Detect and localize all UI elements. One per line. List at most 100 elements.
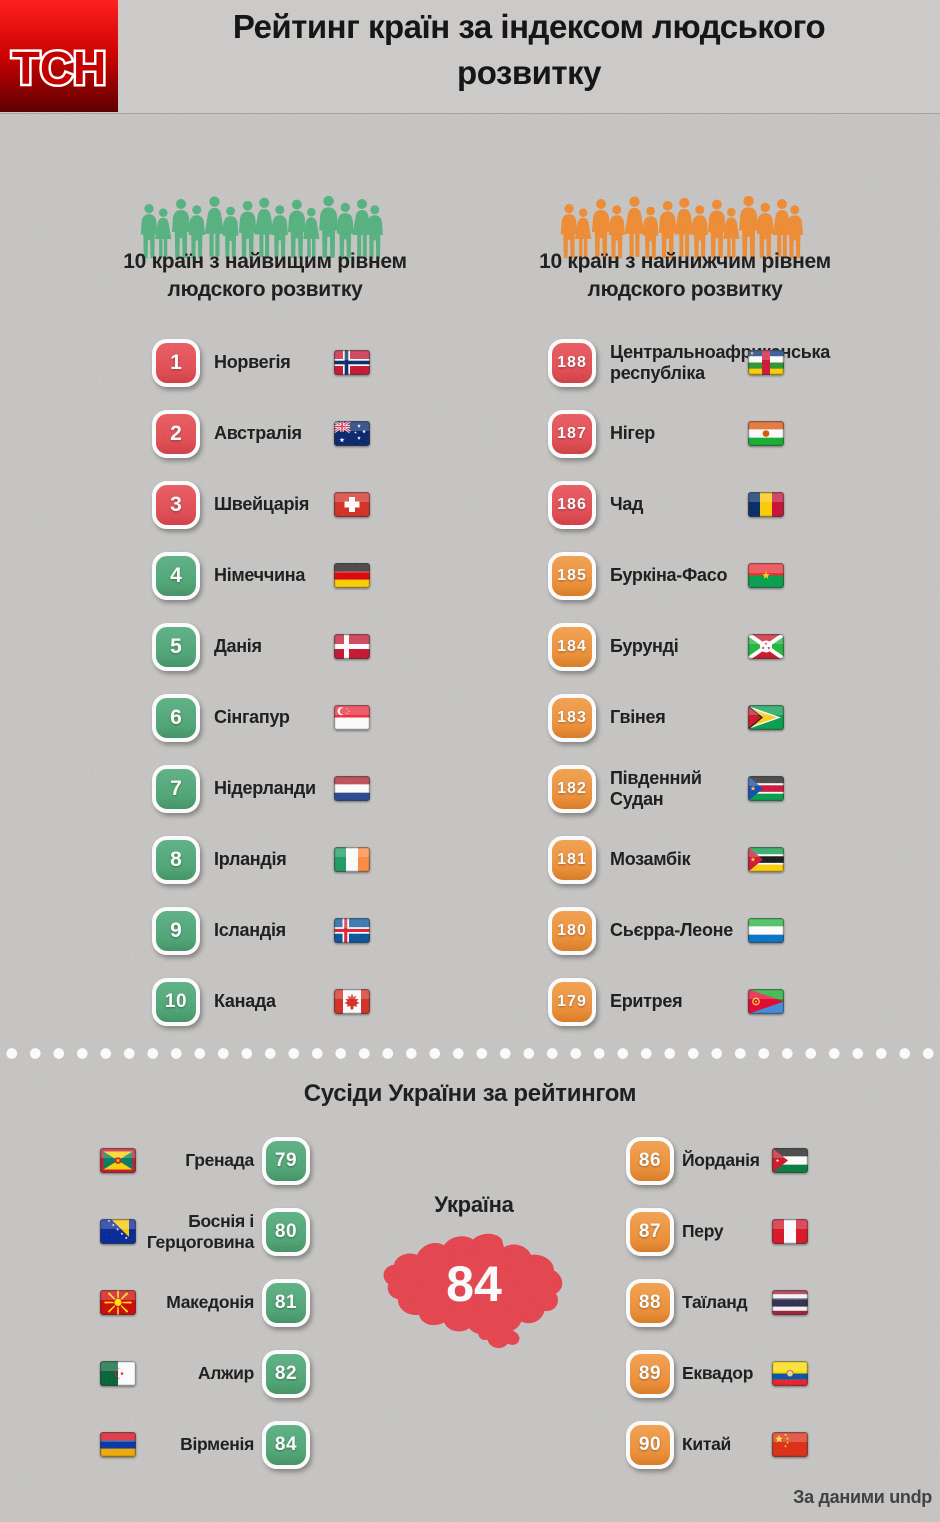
country-name: Чад [610, 494, 644, 515]
country-name: Перу [682, 1221, 724, 1242]
neighbor-row: Македонія 81 [100, 1267, 310, 1338]
country-name: Гвінея [610, 707, 666, 728]
rank-number: 5 [170, 634, 182, 658]
flag-algeria-icon [100, 1361, 136, 1386]
country-name: Швейцарія [214, 494, 310, 515]
rank-number: 88 [638, 1291, 662, 1313]
country-name: Норвегія [214, 352, 291, 373]
country-name: Йорданія [682, 1150, 760, 1171]
ranking-row: 4 Німеччина [152, 540, 370, 611]
flag-south-sudan-icon [748, 776, 784, 801]
rank-number: 81 [274, 1291, 298, 1313]
country-name: Вірменія [180, 1434, 254, 1455]
country-name: Німеччина [214, 565, 306, 586]
ranking-row: 187 Нігер [548, 398, 784, 469]
rank-badge: 9 [152, 906, 200, 955]
rank-number: 182 [557, 779, 587, 797]
country-name: Ісландія [214, 920, 286, 941]
country-name: Південний Судан [610, 767, 702, 809]
flag-australia-icon [334, 421, 370, 446]
page-title: Рейтинг країн за індексом людського розв… [232, 8, 826, 91]
neighbor-row: Гренада 79 [100, 1125, 310, 1196]
flag-canada-icon [334, 989, 370, 1014]
rank-badge: 90 [626, 1420, 674, 1469]
country-name: Ірландія [214, 849, 287, 870]
rank-number: 10 [164, 990, 188, 1012]
rank-number: 89 [638, 1362, 662, 1384]
ukraine-block: Україна 84 [368, 1192, 580, 1366]
rank-badge: 184 [548, 622, 596, 671]
country-name: Данія [214, 636, 262, 657]
rank-badge: 88 [626, 1278, 674, 1327]
country-name: Бурунді [610, 636, 679, 657]
ranking-row: 1 Норвегія [152, 327, 370, 398]
country-name: Еритрея [610, 991, 683, 1012]
rank-number: 84 [274, 1433, 298, 1455]
rank-number: 8 [170, 847, 182, 871]
flag-armenia-icon [100, 1432, 136, 1457]
rank-badge: 84 [262, 1420, 310, 1469]
country-name: Алжир [197, 1363, 254, 1384]
rank-badge: 181 [548, 835, 596, 884]
ranking-row: 182 Південний Судан [548, 753, 784, 824]
rank-badge: 185 [548, 551, 596, 600]
flag-mozambique-icon [748, 847, 784, 872]
country-name: Мозамбік [610, 849, 691, 870]
rank-number: 90 [638, 1433, 662, 1455]
rank-number: 2 [170, 421, 182, 445]
neighbor-row: 86 Йорданія [626, 1125, 808, 1196]
rank-badge: 79 [262, 1136, 310, 1185]
rank-badge: 2 [152, 409, 200, 458]
rank-badge: 86 [626, 1136, 674, 1185]
rank-number: 180 [557, 921, 587, 939]
ranking-row: 186 Чад [548, 469, 784, 540]
neighbor-row: 87 Перу [626, 1196, 808, 1267]
rank-badge: 8 [152, 835, 200, 884]
flag-central-african-republic-icon [748, 350, 784, 375]
rank-badge: 7 [152, 764, 200, 813]
rank-badge: 89 [626, 1349, 674, 1398]
ranking-row: 179 Еритрея [548, 966, 784, 1037]
rank-number: 86 [638, 1149, 662, 1171]
ukraine-label: Україна [434, 1192, 514, 1217]
crowd-people-green-icon [140, 195, 383, 259]
neighbor-row: Алжир 82 [100, 1338, 310, 1409]
flag-china-icon [772, 1432, 808, 1457]
flag-peru-icon [772, 1219, 808, 1244]
flag-germany-icon [334, 563, 370, 588]
ranking-row: 2 Австралія [152, 398, 370, 469]
flag-burundi-icon [748, 634, 784, 659]
country-name: Сінгапур [214, 707, 290, 728]
neighbor-row: 88 Таїланд [626, 1267, 808, 1338]
flag-bosnia-and-herzegovina-icon [100, 1219, 136, 1244]
lowest-hdi-list: 188 Центральноафриканська республіка 187 Ні… [548, 327, 830, 1037]
tsn-logo-icon: ТСН [0, 0, 118, 112]
ranking-row: 10 Канада [152, 966, 370, 1037]
highest-hdi-list: 1 Норвегія 2 Австралія 3 Швейцарія 4 Німеччина 5… [152, 327, 370, 1037]
source-attribution: За даними undp [793, 1487, 932, 1507]
rank-badge: 186 [548, 480, 596, 529]
flag-iceland-icon [334, 918, 370, 943]
rank-badge: 10 [152, 977, 200, 1026]
rank-number: 87 [638, 1220, 662, 1242]
rank-badge: 81 [262, 1278, 310, 1327]
rank-number: 181 [557, 850, 587, 868]
heading-line: людского розвитку [167, 277, 363, 301]
ranking-row: 184 Бурунді [548, 611, 784, 682]
country-name: Буркіна‑Фасо [610, 565, 728, 586]
ranking-row: 183 Гвінея [548, 682, 784, 753]
rank-number: 82 [274, 1362, 298, 1384]
country-name: Нідерланди [214, 778, 316, 799]
country-name: Еквадор [682, 1363, 754, 1384]
rank-number: 6 [170, 705, 182, 729]
rank-number: 3 [170, 492, 182, 516]
rank-badge: 182 [548, 764, 596, 813]
rank-badge: 6 [152, 693, 200, 742]
rank-badge: 82 [262, 1349, 310, 1398]
neighbors-list-right: 86 Йорданія 87 Перу 88 Таїланд 89 Еквадор 90 Кита… [626, 1125, 808, 1480]
rank-badge: 179 [548, 977, 596, 1026]
country-name: Центральноафриканська республіка [610, 341, 830, 383]
country-name: Гренада [185, 1150, 254, 1171]
rank-badge: 183 [548, 693, 596, 742]
country-name: Таїланд [682, 1292, 748, 1313]
